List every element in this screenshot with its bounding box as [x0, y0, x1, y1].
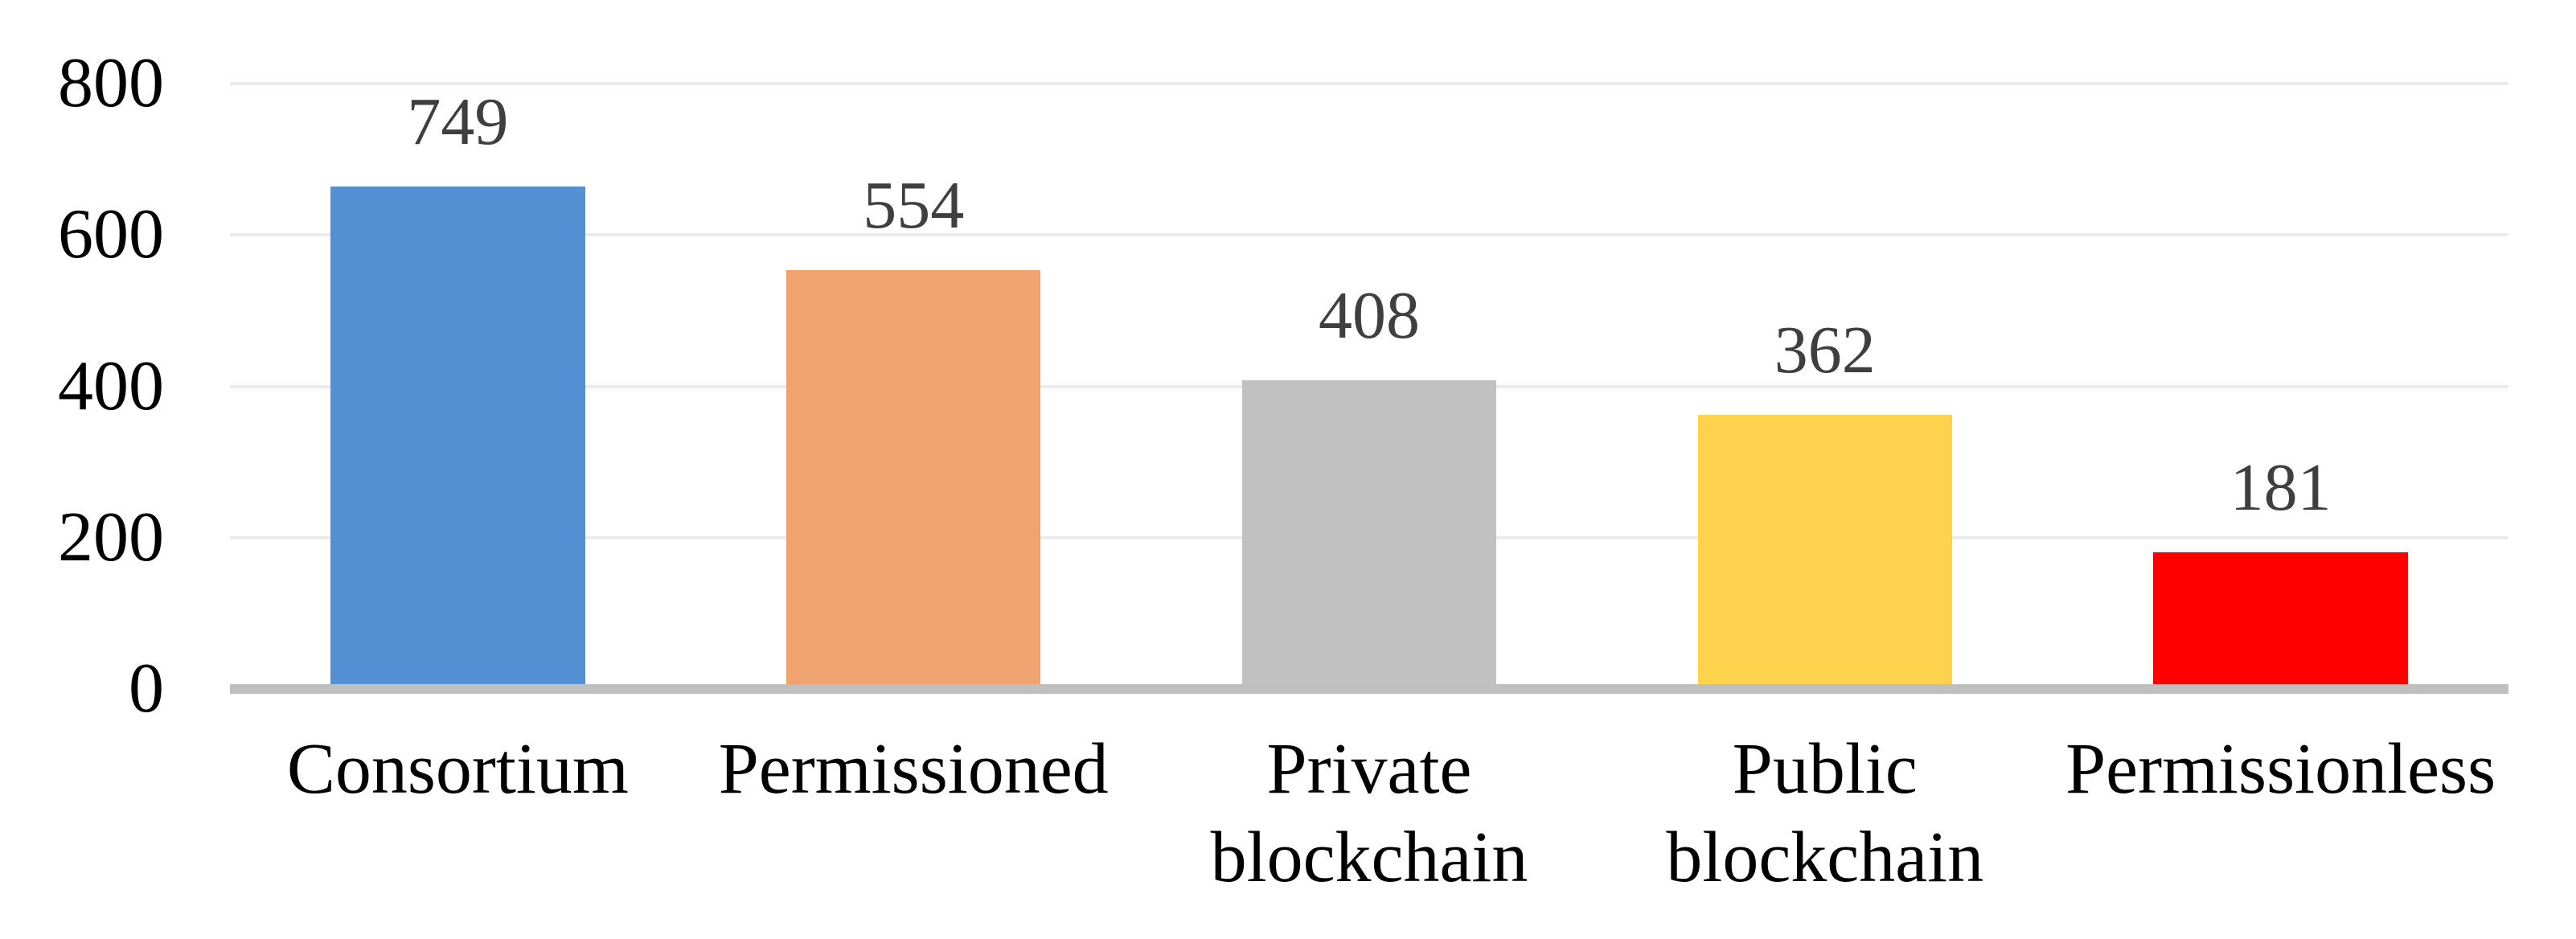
bar [786, 269, 1041, 689]
y-tick-label: 800 [58, 44, 164, 122]
bar-group: 554 [686, 84, 1142, 689]
value-label: 181 [2229, 449, 2332, 525]
bars-container: 749 554 408 362 181 [230, 84, 2508, 689]
bar [2153, 552, 2408, 689]
value-label: 362 [1774, 313, 1876, 388]
bar [1697, 415, 1952, 689]
value-label: 408 [1318, 277, 1420, 353]
y-tick-label: 400 [58, 346, 164, 425]
value-label: 749 [407, 84, 509, 159]
category-label: Permissioned [718, 729, 1109, 809]
category-label: Permissionless [2065, 729, 2496, 809]
gridline [230, 233, 2508, 237]
gridline [230, 82, 2508, 85]
x-axis-line [230, 684, 2508, 694]
bar [1241, 379, 1497, 689]
y-tick-label: 200 [58, 498, 164, 576]
category-label: Private blockchain [1210, 729, 1528, 897]
value-label: 554 [863, 167, 965, 243]
y-tick-label: 600 [58, 195, 164, 274]
y-axis: 0 200 400 600 800 [0, 0, 164, 939]
y-tick-label: 0 [129, 650, 164, 728]
x-axis-labels: Consortium Permissioned Private blockchain… [230, 725, 2508, 902]
plot-area: 749 554 408 362 181 [230, 82, 2508, 689]
category-label: Consortium [286, 729, 629, 809]
bar-group: 362 [1597, 84, 2053, 689]
bar-group: 408 [1142, 84, 1598, 689]
bar-group: 181 [2053, 84, 2508, 689]
category-label: Public blockchain [1666, 729, 1984, 897]
bar [330, 187, 585, 689]
bar-group: 749 [230, 84, 686, 689]
